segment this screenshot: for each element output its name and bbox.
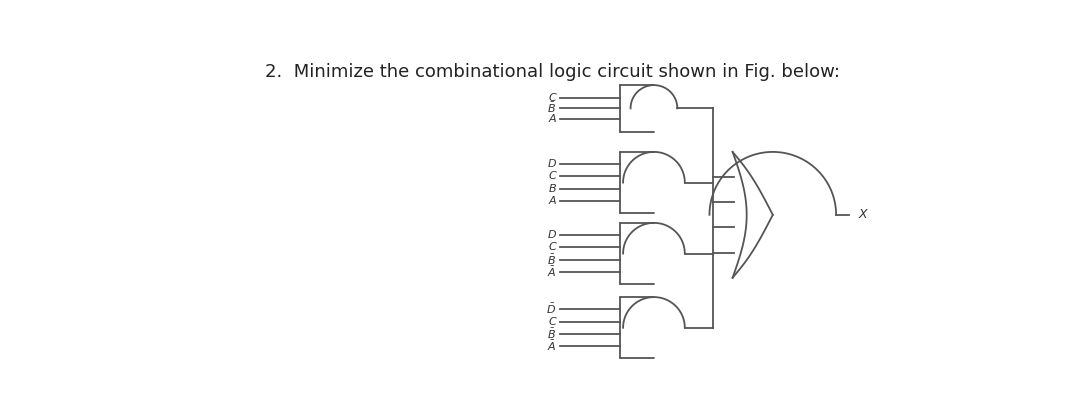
Text: $\bar{A}$: $\bar{A}$ — [546, 265, 556, 279]
Text: C: C — [549, 93, 556, 103]
Text: D: D — [548, 230, 556, 240]
Text: C: C — [549, 317, 556, 327]
Text: $\bar{B}$: $\bar{B}$ — [548, 327, 556, 341]
Text: A: A — [549, 196, 556, 206]
Text: A: A — [549, 114, 556, 124]
Text: $\bar{B}$: $\bar{B}$ — [548, 101, 556, 116]
Text: $\bar{A}$: $\bar{A}$ — [546, 339, 556, 353]
Text: X: X — [859, 208, 867, 221]
Text: D: D — [548, 159, 556, 169]
Text: $\bar{B}$: $\bar{B}$ — [548, 253, 556, 267]
Text: C: C — [549, 243, 556, 252]
Text: 2.  Minimize the combinational logic circuit shown in Fig. below:: 2. Minimize the combinational logic circ… — [265, 63, 840, 81]
Text: B: B — [549, 184, 556, 194]
Text: C: C — [549, 171, 556, 181]
Text: $\bar{D}$: $\bar{D}$ — [546, 302, 556, 316]
